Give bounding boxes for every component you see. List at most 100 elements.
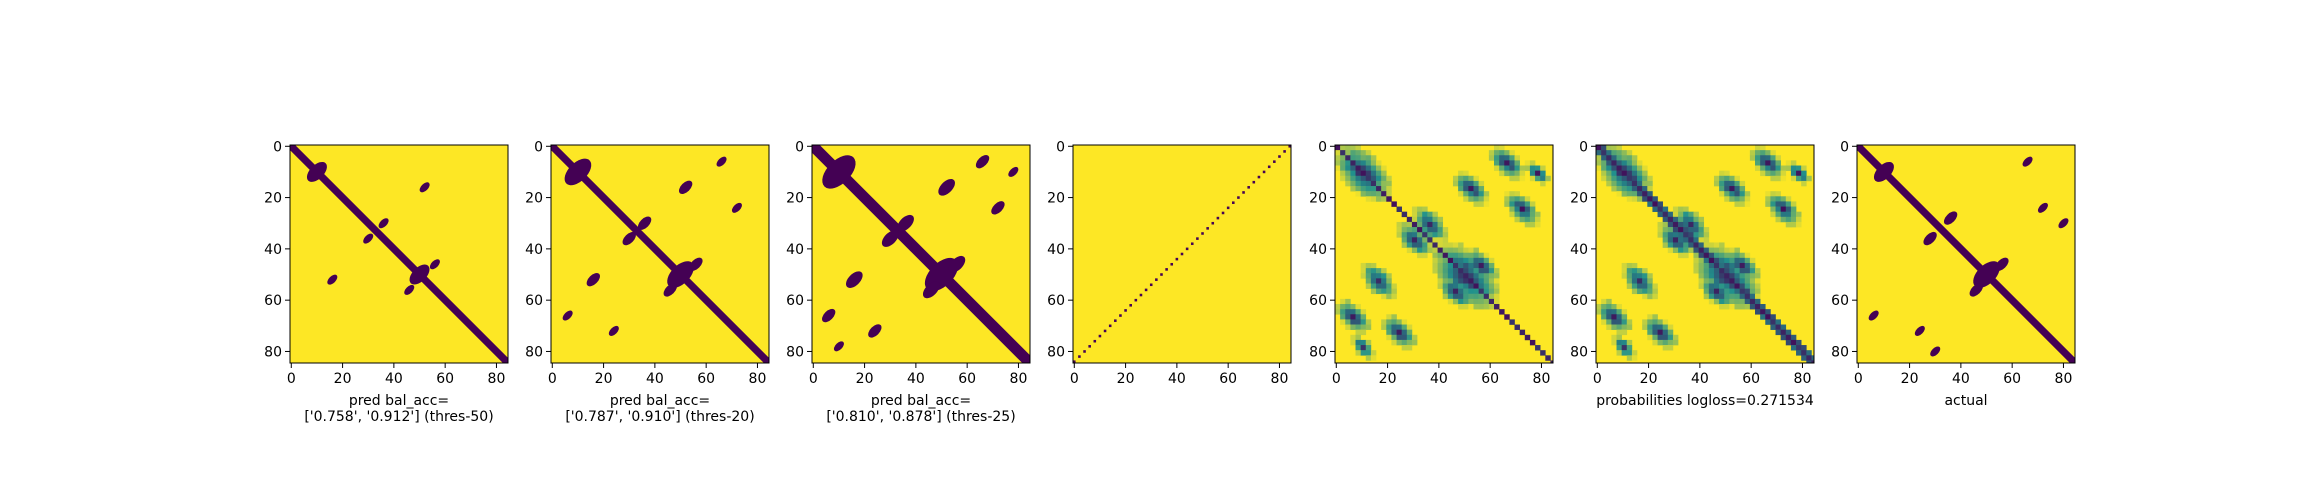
- heatmap-cell: [1698, 283, 1705, 289]
- heatmap-cell: [1611, 180, 1617, 187]
- heatmap-cell: [1790, 175, 1797, 182]
- heatmap-cell: [1524, 221, 1531, 228]
- x-tick-label: 80: [1533, 371, 1551, 387]
- axes-frame: [1072, 144, 1292, 364]
- heatmap-cell: [1350, 186, 1356, 192]
- heatmap-cell: [1667, 345, 1674, 351]
- heatmap-cell: [1703, 237, 1710, 243]
- y-tick-label: 0: [1840, 139, 1849, 155]
- heatmap-cell: [1657, 211, 1663, 218]
- axes-frame: [1595, 144, 1815, 364]
- heatmap-cell: [1535, 345, 1541, 351]
- heatmap-cell: [1642, 165, 1648, 171]
- heatmap-cell: [1688, 221, 1694, 228]
- contact-region: [1969, 283, 1983, 297]
- heatmap-cell: [1708, 298, 1715, 305]
- heatmap-cell: [1524, 165, 1531, 171]
- heatmap-panel-1: 0 0 20 20 40 40 60 60 80 80 pred bal_acc= ['0.758',…: [264, 139, 509, 425]
- heatmap-cell: [1463, 196, 1469, 202]
- heatmap-cell: [1483, 268, 1490, 274]
- heatmap-cell: [1524, 196, 1531, 202]
- heatmap-cell: [1370, 273, 1377, 279]
- heatmap-cell: [1437, 232, 1444, 238]
- heatmap-cell: [1667, 247, 1674, 254]
- heatmap-cell: [1483, 262, 1490, 269]
- heatmap-cell: [1360, 262, 1367, 269]
- y-tick-label: 80: [525, 344, 543, 360]
- heatmap-cell: [1478, 186, 1485, 192]
- heatmap-cell: [1652, 324, 1658, 330]
- y-tick-label: 80: [1570, 344, 1588, 360]
- heatmap-cell: [1703, 268, 1710, 274]
- heatmap-cell: [1662, 221, 1669, 228]
- heatmap-cell: [1616, 345, 1622, 351]
- heatmap-cell: [1734, 268, 1740, 274]
- heatmap-cell: [1519, 175, 1526, 182]
- heatmap-cell: [1345, 145, 1351, 151]
- heatmap-cell: [1468, 293, 1474, 300]
- x-tick-label: 20: [334, 371, 352, 387]
- heatmap-cell: [1340, 145, 1346, 151]
- heatmap-cell: [1345, 160, 1351, 166]
- heatmap-cell: [1662, 232, 1669, 238]
- heatmap-cell: [1811, 360, 1814, 363]
- contact-region: [2022, 156, 2033, 167]
- heatmap-cell: [1360, 309, 1367, 315]
- heatmap-cell: [1417, 227, 1423, 233]
- heatmap-cell: [1458, 242, 1464, 248]
- heatmap-cell: [1411, 334, 1418, 341]
- heatmap-cell: [1447, 273, 1454, 279]
- diagonal-band: [812, 145, 1030, 363]
- heatmap-cell: [1262, 170, 1266, 174]
- heatmap-cell: [1422, 206, 1428, 212]
- heatmap-cell: [1370, 262, 1377, 269]
- heatmap-cell: [1432, 237, 1438, 243]
- heatmap-cell: [1452, 257, 1459, 264]
- x-axis-label: actual: [1944, 393, 1987, 409]
- heatmap-cell: [1360, 150, 1367, 156]
- heatmap-cell: [1340, 155, 1346, 161]
- heatmap-cell: [1488, 273, 1495, 279]
- heatmap-cell: [1739, 191, 1746, 197]
- x-tick-label: 60: [697, 371, 715, 387]
- heatmap-cell: [1376, 196, 1382, 202]
- heatmap-cell: [1770, 170, 1776, 177]
- x-tick-label: 0: [1332, 371, 1341, 387]
- heatmap-cell: [1790, 165, 1797, 171]
- contact-region: [1943, 211, 1958, 225]
- heatmap-cell: [1170, 262, 1174, 266]
- heatmap-cell: [1765, 160, 1771, 166]
- heatmap-cell: [1775, 211, 1781, 218]
- heatmap-cell: [1626, 350, 1633, 356]
- heatmap-cell: [1350, 304, 1356, 310]
- heatmap-cell: [1724, 298, 1730, 305]
- x-axis-label: pred bal_acc= ['0.758', '0.912'] (thres-5…: [304, 393, 493, 425]
- heatmap-cell: [1760, 150, 1766, 156]
- heatmap-cell: [1355, 191, 1361, 197]
- heatmap-cell: [1427, 232, 1433, 238]
- heatmap-cell: [1360, 160, 1367, 166]
- heatmap-cell: [1739, 262, 1746, 269]
- heatmap-cell: [1796, 339, 1802, 346]
- heatmap-cell: [1437, 242, 1444, 248]
- heatmap-cell: [1355, 180, 1361, 187]
- heatmap-cell: [1719, 268, 1725, 274]
- heatmap-cell: [1770, 201, 1776, 207]
- heatmap-cell: [1637, 196, 1643, 202]
- heatmap-cell: [1391, 293, 1397, 300]
- heatmap-cell: [1376, 273, 1382, 279]
- heatmap-cell: [1611, 334, 1617, 341]
- heatmap-cell: [1688, 232, 1694, 238]
- heatmap-cell: [1801, 175, 1807, 182]
- heatmap-cell: [1422, 221, 1428, 228]
- heatmap-cell: [1631, 262, 1638, 269]
- heatmap-cell: [1631, 268, 1638, 274]
- heatmap-cell: [1631, 155, 1638, 161]
- heatmap-cell: [1108, 324, 1112, 328]
- heatmap-cell: [1744, 257, 1751, 264]
- heatmap-cell: [1621, 186, 1628, 192]
- heatmap-cell: [1637, 165, 1643, 171]
- heatmap-cell: [1468, 273, 1474, 279]
- heatmap-cell: [1642, 196, 1648, 202]
- heatmap-cell: [1442, 288, 1449, 295]
